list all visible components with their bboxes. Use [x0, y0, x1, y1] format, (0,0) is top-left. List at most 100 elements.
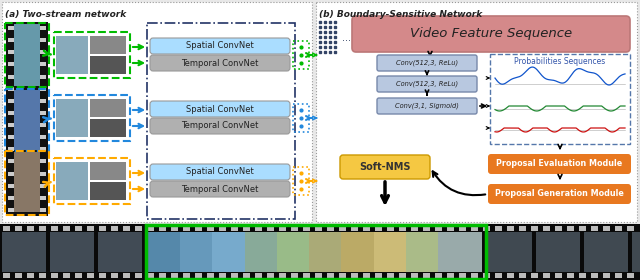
- Bar: [483, 226, 490, 231]
- Bar: [51, 273, 58, 278]
- Bar: [531, 273, 538, 278]
- Bar: [90, 182, 126, 200]
- Bar: [40, 50, 46, 54]
- Bar: [399, 226, 406, 231]
- Bar: [180, 232, 224, 272]
- Bar: [293, 104, 309, 132]
- Bar: [15, 273, 22, 278]
- Bar: [40, 208, 46, 212]
- Bar: [267, 226, 274, 231]
- FancyBboxPatch shape: [488, 154, 631, 174]
- Bar: [244, 232, 289, 272]
- Bar: [459, 226, 466, 231]
- Bar: [90, 36, 126, 54]
- Bar: [40, 147, 46, 151]
- Bar: [567, 226, 574, 231]
- Bar: [435, 273, 442, 278]
- Bar: [243, 273, 250, 278]
- Bar: [40, 135, 46, 139]
- FancyBboxPatch shape: [150, 118, 290, 134]
- Bar: [327, 273, 334, 278]
- Bar: [471, 226, 478, 231]
- Bar: [159, 226, 166, 231]
- Text: Proposal Generation Module: Proposal Generation Module: [495, 190, 624, 199]
- Bar: [27, 273, 34, 278]
- Bar: [387, 226, 394, 231]
- Bar: [447, 273, 454, 278]
- Bar: [90, 99, 126, 117]
- Bar: [231, 273, 238, 278]
- Bar: [339, 226, 346, 231]
- Bar: [90, 119, 126, 137]
- Bar: [159, 273, 166, 278]
- FancyBboxPatch shape: [150, 55, 290, 71]
- Bar: [507, 226, 514, 231]
- Bar: [519, 226, 526, 231]
- Bar: [411, 226, 418, 231]
- Bar: [207, 226, 214, 231]
- Bar: [231, 226, 238, 231]
- Text: Proposal Evaluation Module: Proposal Evaluation Module: [497, 160, 623, 169]
- Bar: [54, 95, 130, 141]
- Bar: [75, 273, 82, 278]
- Bar: [123, 226, 130, 231]
- Bar: [543, 226, 550, 231]
- Bar: [50, 232, 94, 272]
- Bar: [555, 273, 562, 278]
- Bar: [14, 152, 40, 212]
- Text: Probabilities Sequences: Probabilities Sequences: [515, 57, 605, 67]
- Bar: [399, 273, 406, 278]
- FancyBboxPatch shape: [150, 181, 290, 197]
- Bar: [99, 226, 106, 231]
- Bar: [488, 232, 532, 272]
- Bar: [8, 62, 14, 66]
- Bar: [471, 273, 478, 278]
- Bar: [411, 273, 418, 278]
- Bar: [363, 273, 370, 278]
- Bar: [39, 273, 46, 278]
- Bar: [267, 273, 274, 278]
- Bar: [387, 273, 394, 278]
- Bar: [5, 23, 49, 87]
- Bar: [54, 32, 130, 78]
- Bar: [8, 208, 14, 212]
- Bar: [584, 232, 628, 272]
- Text: Temporal ConvNet: Temporal ConvNet: [181, 185, 259, 193]
- Bar: [374, 232, 417, 272]
- Bar: [27, 226, 34, 231]
- Bar: [5, 89, 49, 151]
- Bar: [459, 273, 466, 278]
- Bar: [14, 24, 40, 86]
- Bar: [627, 226, 634, 231]
- Text: Conv(512,3, ReLu): Conv(512,3, ReLu): [396, 60, 458, 66]
- Bar: [591, 226, 598, 231]
- Text: Spatial ConvNet: Spatial ConvNet: [186, 167, 254, 176]
- Bar: [54, 158, 130, 204]
- Bar: [40, 62, 46, 66]
- Bar: [438, 232, 482, 272]
- Bar: [567, 273, 574, 278]
- Bar: [183, 226, 190, 231]
- Bar: [277, 232, 321, 272]
- Bar: [195, 273, 202, 278]
- Text: Conv(3,1, Sigmoid): Conv(3,1, Sigmoid): [395, 103, 459, 109]
- Bar: [375, 273, 382, 278]
- Bar: [490, 54, 630, 144]
- Bar: [123, 273, 130, 278]
- Bar: [219, 226, 226, 231]
- FancyBboxPatch shape: [150, 101, 290, 117]
- Bar: [40, 74, 46, 78]
- FancyBboxPatch shape: [488, 184, 631, 204]
- Bar: [531, 226, 538, 231]
- Bar: [6, 22, 48, 216]
- Text: ...: ...: [342, 33, 351, 43]
- Bar: [56, 36, 88, 74]
- Bar: [8, 147, 14, 151]
- Bar: [212, 232, 257, 272]
- FancyBboxPatch shape: [377, 76, 477, 92]
- Bar: [40, 111, 46, 115]
- Bar: [111, 226, 118, 231]
- Bar: [2, 232, 46, 272]
- Bar: [291, 273, 298, 278]
- Bar: [183, 273, 190, 278]
